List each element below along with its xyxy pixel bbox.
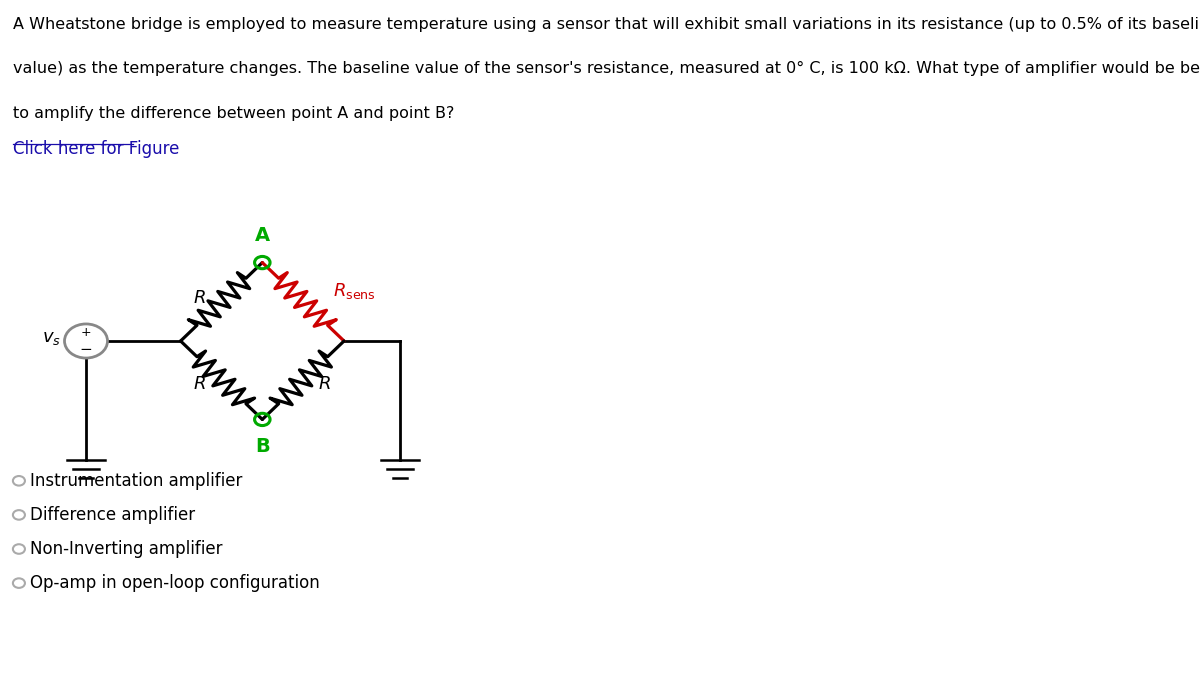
Text: B: B bbox=[254, 437, 270, 456]
Text: Instrumentation amplifier: Instrumentation amplifier bbox=[30, 472, 242, 490]
Text: −: − bbox=[79, 342, 92, 357]
Text: A Wheatstone bridge is employed to measure temperature using a sensor that will : A Wheatstone bridge is employed to measu… bbox=[13, 17, 1200, 32]
Text: to amplify the difference between point A and point B?: to amplify the difference between point … bbox=[13, 106, 455, 121]
Text: Difference amplifier: Difference amplifier bbox=[30, 506, 196, 524]
Text: R: R bbox=[318, 375, 331, 394]
Text: value) as the temperature changes. The baseline value of the sensor's resistance: value) as the temperature changes. The b… bbox=[13, 61, 1200, 76]
Text: $R_{\mathrm{sens}}$: $R_{\mathrm{sens}}$ bbox=[334, 281, 376, 301]
Text: R: R bbox=[193, 375, 206, 394]
Text: Click here for Figure: Click here for Figure bbox=[13, 140, 179, 158]
Text: $v_s$: $v_s$ bbox=[42, 329, 61, 347]
Text: A: A bbox=[254, 226, 270, 245]
Text: Non-Inverting amplifier: Non-Inverting amplifier bbox=[30, 540, 223, 558]
Text: R: R bbox=[193, 288, 206, 307]
Text: +: + bbox=[80, 325, 91, 339]
Text: Op-amp in open-loop configuration: Op-amp in open-loop configuration bbox=[30, 574, 320, 592]
